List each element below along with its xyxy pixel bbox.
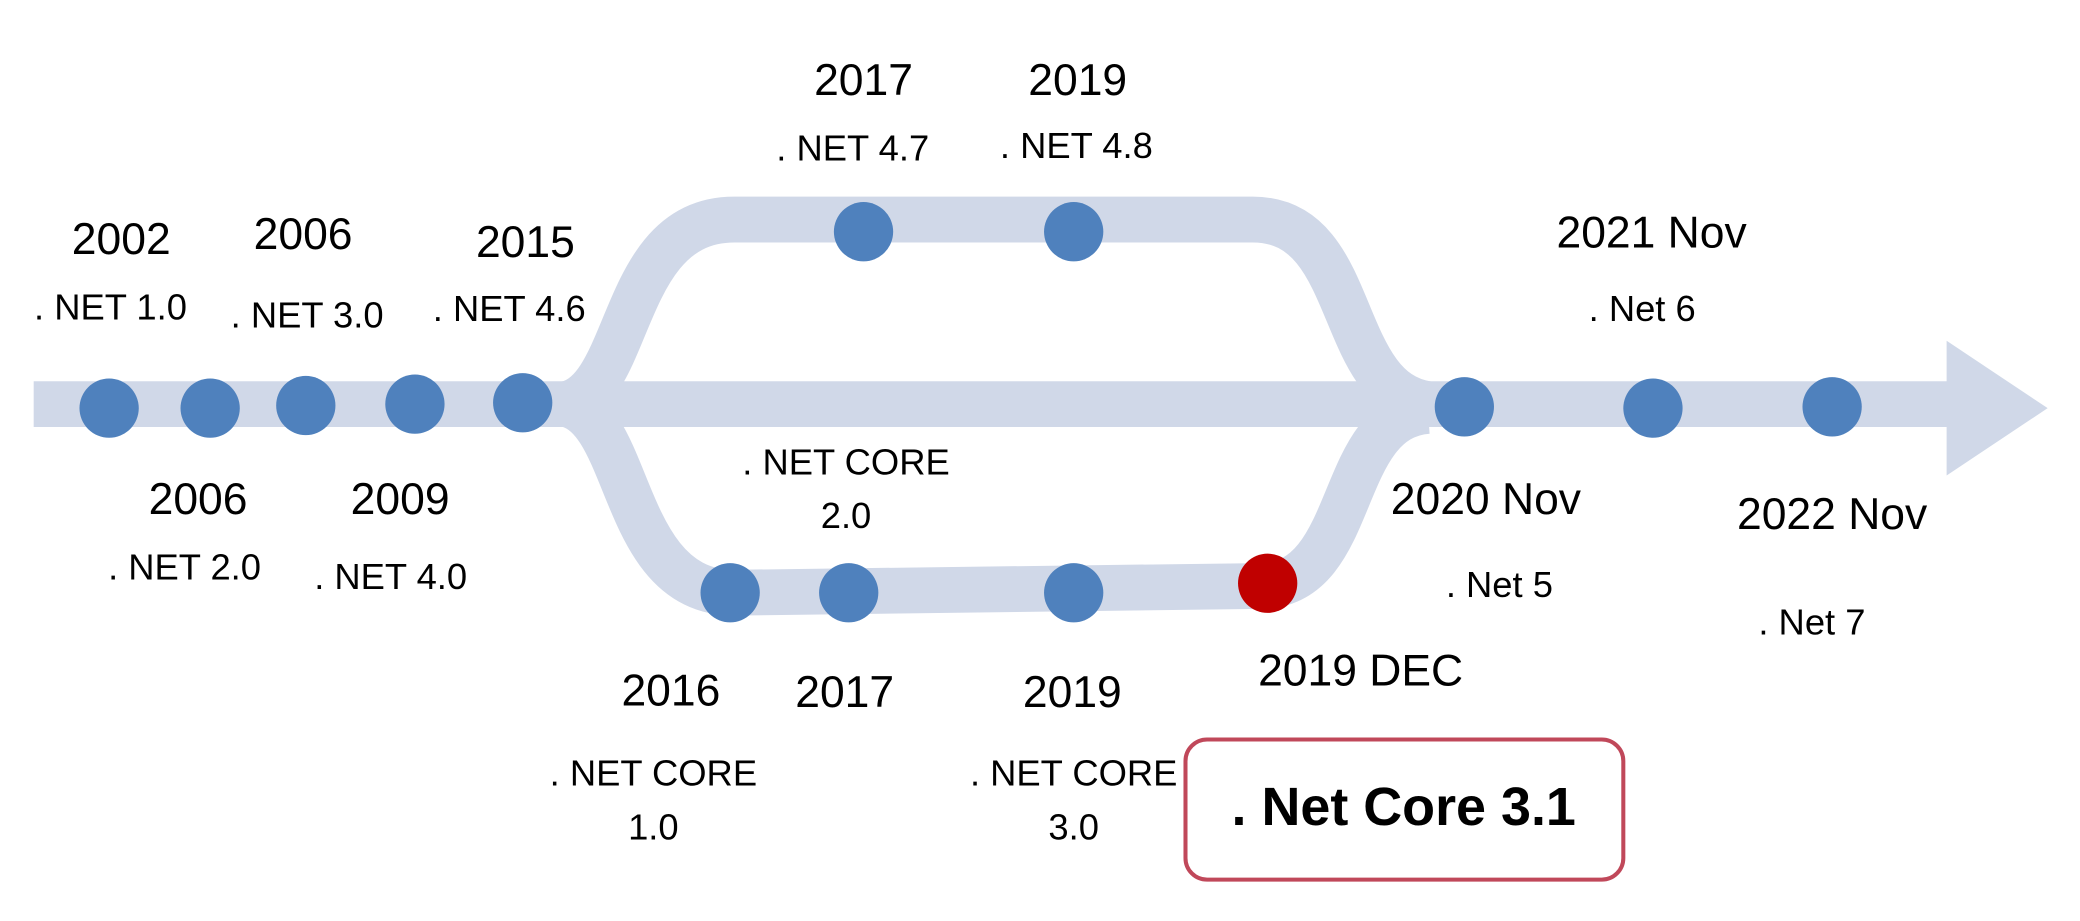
milestone-dot <box>1044 563 1104 623</box>
lower-branch <box>558 381 1432 616</box>
highlight-box <box>1183 737 1626 882</box>
milestone-year: 2002 <box>72 215 171 264</box>
milestone-label: . Net 5 <box>1446 564 1553 605</box>
milestone-dot <box>180 378 240 438</box>
milestone-label: . NET CORE <box>742 441 949 482</box>
arrow-head <box>1946 340 2048 476</box>
milestone-year: 2017 <box>814 56 913 105</box>
milestone-year: 2006 <box>149 475 248 524</box>
milestone-dot <box>833 202 894 262</box>
milestone-label: . NET 2.0 <box>108 546 261 587</box>
milestone-dot <box>1802 377 1862 437</box>
milestone-label: . NET 1.0 <box>34 286 187 327</box>
milestone-dot <box>819 563 879 623</box>
milestone-label: . Net Core 3.1 <box>1232 777 1576 837</box>
milestone-year: 2019 DEC <box>1258 646 1463 695</box>
milestone-label: 2.0 <box>821 495 872 536</box>
upper-branch <box>558 196 1434 427</box>
milestone-year: 2017 <box>795 668 894 717</box>
milestone-dot <box>1623 378 1683 438</box>
milestone-label: 1.0 <box>628 806 679 847</box>
milestone-year: 2019 <box>1023 668 1122 717</box>
milestone-dot <box>276 375 336 436</box>
milestone-dot <box>1044 202 1104 262</box>
milestones: 2002 . NET 1.0 2006 . NET 2.0 2006 . NET 3.0 2… <box>34 56 1928 847</box>
milestone-dot <box>700 563 760 623</box>
milestone-year: 2021 Nov <box>1556 208 1747 257</box>
milestone-label: . NET 3.0 <box>231 295 384 336</box>
milestone-dot <box>493 373 553 433</box>
milestone-label: . NET CORE <box>970 753 1177 794</box>
milestone-dot <box>1434 377 1494 437</box>
milestone-year: 2020 Nov <box>1391 475 1582 524</box>
milestone-year: 2006 <box>254 210 353 259</box>
milestone-label: 3.0 <box>1048 806 1099 847</box>
milestone-dot <box>79 378 139 438</box>
milestone-label: . NET 4.8 <box>1000 125 1153 166</box>
milestone-dot <box>385 374 445 434</box>
milestone-label: . NET 4.0 <box>314 556 467 597</box>
milestone-label: . NET CORE <box>550 753 757 794</box>
milestone-label: . Net 6 <box>1589 288 1696 329</box>
milestone-label: . Net 7 <box>1758 602 1865 643</box>
milestone-year: 2016 <box>621 666 720 715</box>
milestone-year: 2019 <box>1028 56 1127 105</box>
milestone-label: . NET 4.6 <box>433 288 586 329</box>
milestone-year: 2015 <box>476 218 575 267</box>
milestone-dot <box>1238 553 1298 613</box>
milestone-year: 2022 Nov <box>1737 490 1928 539</box>
milestone-year: 2009 <box>351 475 450 524</box>
milestone-label: . NET 4.7 <box>776 127 929 168</box>
